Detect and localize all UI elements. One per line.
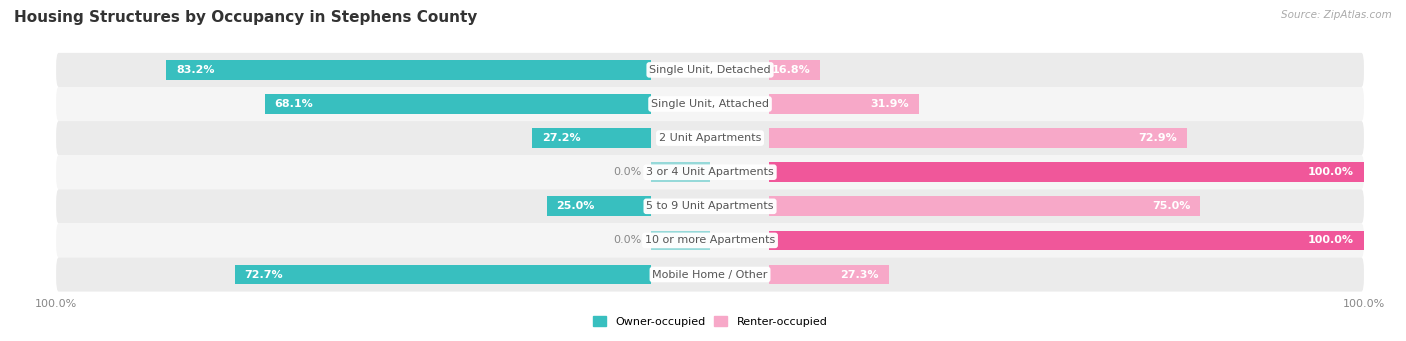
Text: Mobile Home / Other: Mobile Home / Other <box>652 269 768 280</box>
Text: 16.8%: 16.8% <box>772 65 810 75</box>
FancyBboxPatch shape <box>56 87 1364 121</box>
Bar <box>769 196 1201 216</box>
Bar <box>533 128 651 148</box>
Text: 3 or 4 Unit Apartments: 3 or 4 Unit Apartments <box>647 167 773 177</box>
Bar <box>547 196 651 216</box>
Legend: Owner-occupied, Renter-occupied: Owner-occupied, Renter-occupied <box>588 312 832 331</box>
Text: Housing Structures by Occupancy in Stephens County: Housing Structures by Occupancy in Steph… <box>14 10 478 25</box>
Text: 75.0%: 75.0% <box>1152 201 1191 211</box>
FancyBboxPatch shape <box>56 121 1364 155</box>
Text: 27.3%: 27.3% <box>841 269 879 280</box>
FancyBboxPatch shape <box>56 257 1364 292</box>
Text: 10 or more Apartments: 10 or more Apartments <box>645 235 775 246</box>
FancyBboxPatch shape <box>56 223 1364 257</box>
Text: 25.0%: 25.0% <box>557 201 595 211</box>
Bar <box>651 162 710 182</box>
Text: 2 Unit Apartments: 2 Unit Apartments <box>659 133 761 143</box>
Bar <box>651 231 710 250</box>
Bar <box>769 265 889 284</box>
Bar <box>769 94 918 114</box>
Bar <box>769 162 1364 182</box>
FancyBboxPatch shape <box>56 189 1364 223</box>
Bar <box>264 94 651 114</box>
Text: 0.0%: 0.0% <box>613 235 641 246</box>
Bar <box>769 60 820 80</box>
Text: 5 to 9 Unit Apartments: 5 to 9 Unit Apartments <box>647 201 773 211</box>
Text: 31.9%: 31.9% <box>870 99 908 109</box>
Bar <box>769 231 1364 250</box>
Text: 100.0%: 100.0% <box>1308 167 1354 177</box>
Text: Source: ZipAtlas.com: Source: ZipAtlas.com <box>1281 10 1392 20</box>
FancyBboxPatch shape <box>56 53 1364 87</box>
Text: 27.2%: 27.2% <box>541 133 581 143</box>
Text: 0.0%: 0.0% <box>613 167 641 177</box>
Text: 100.0%: 100.0% <box>1308 235 1354 246</box>
Text: 72.7%: 72.7% <box>245 269 283 280</box>
Bar <box>235 265 651 284</box>
Text: 83.2%: 83.2% <box>176 65 214 75</box>
Bar <box>166 60 651 80</box>
Bar <box>769 128 1187 148</box>
Text: 68.1%: 68.1% <box>274 99 314 109</box>
FancyBboxPatch shape <box>56 155 1364 189</box>
Text: Single Unit, Detached: Single Unit, Detached <box>650 65 770 75</box>
Text: 72.9%: 72.9% <box>1137 133 1177 143</box>
Text: Single Unit, Attached: Single Unit, Attached <box>651 99 769 109</box>
